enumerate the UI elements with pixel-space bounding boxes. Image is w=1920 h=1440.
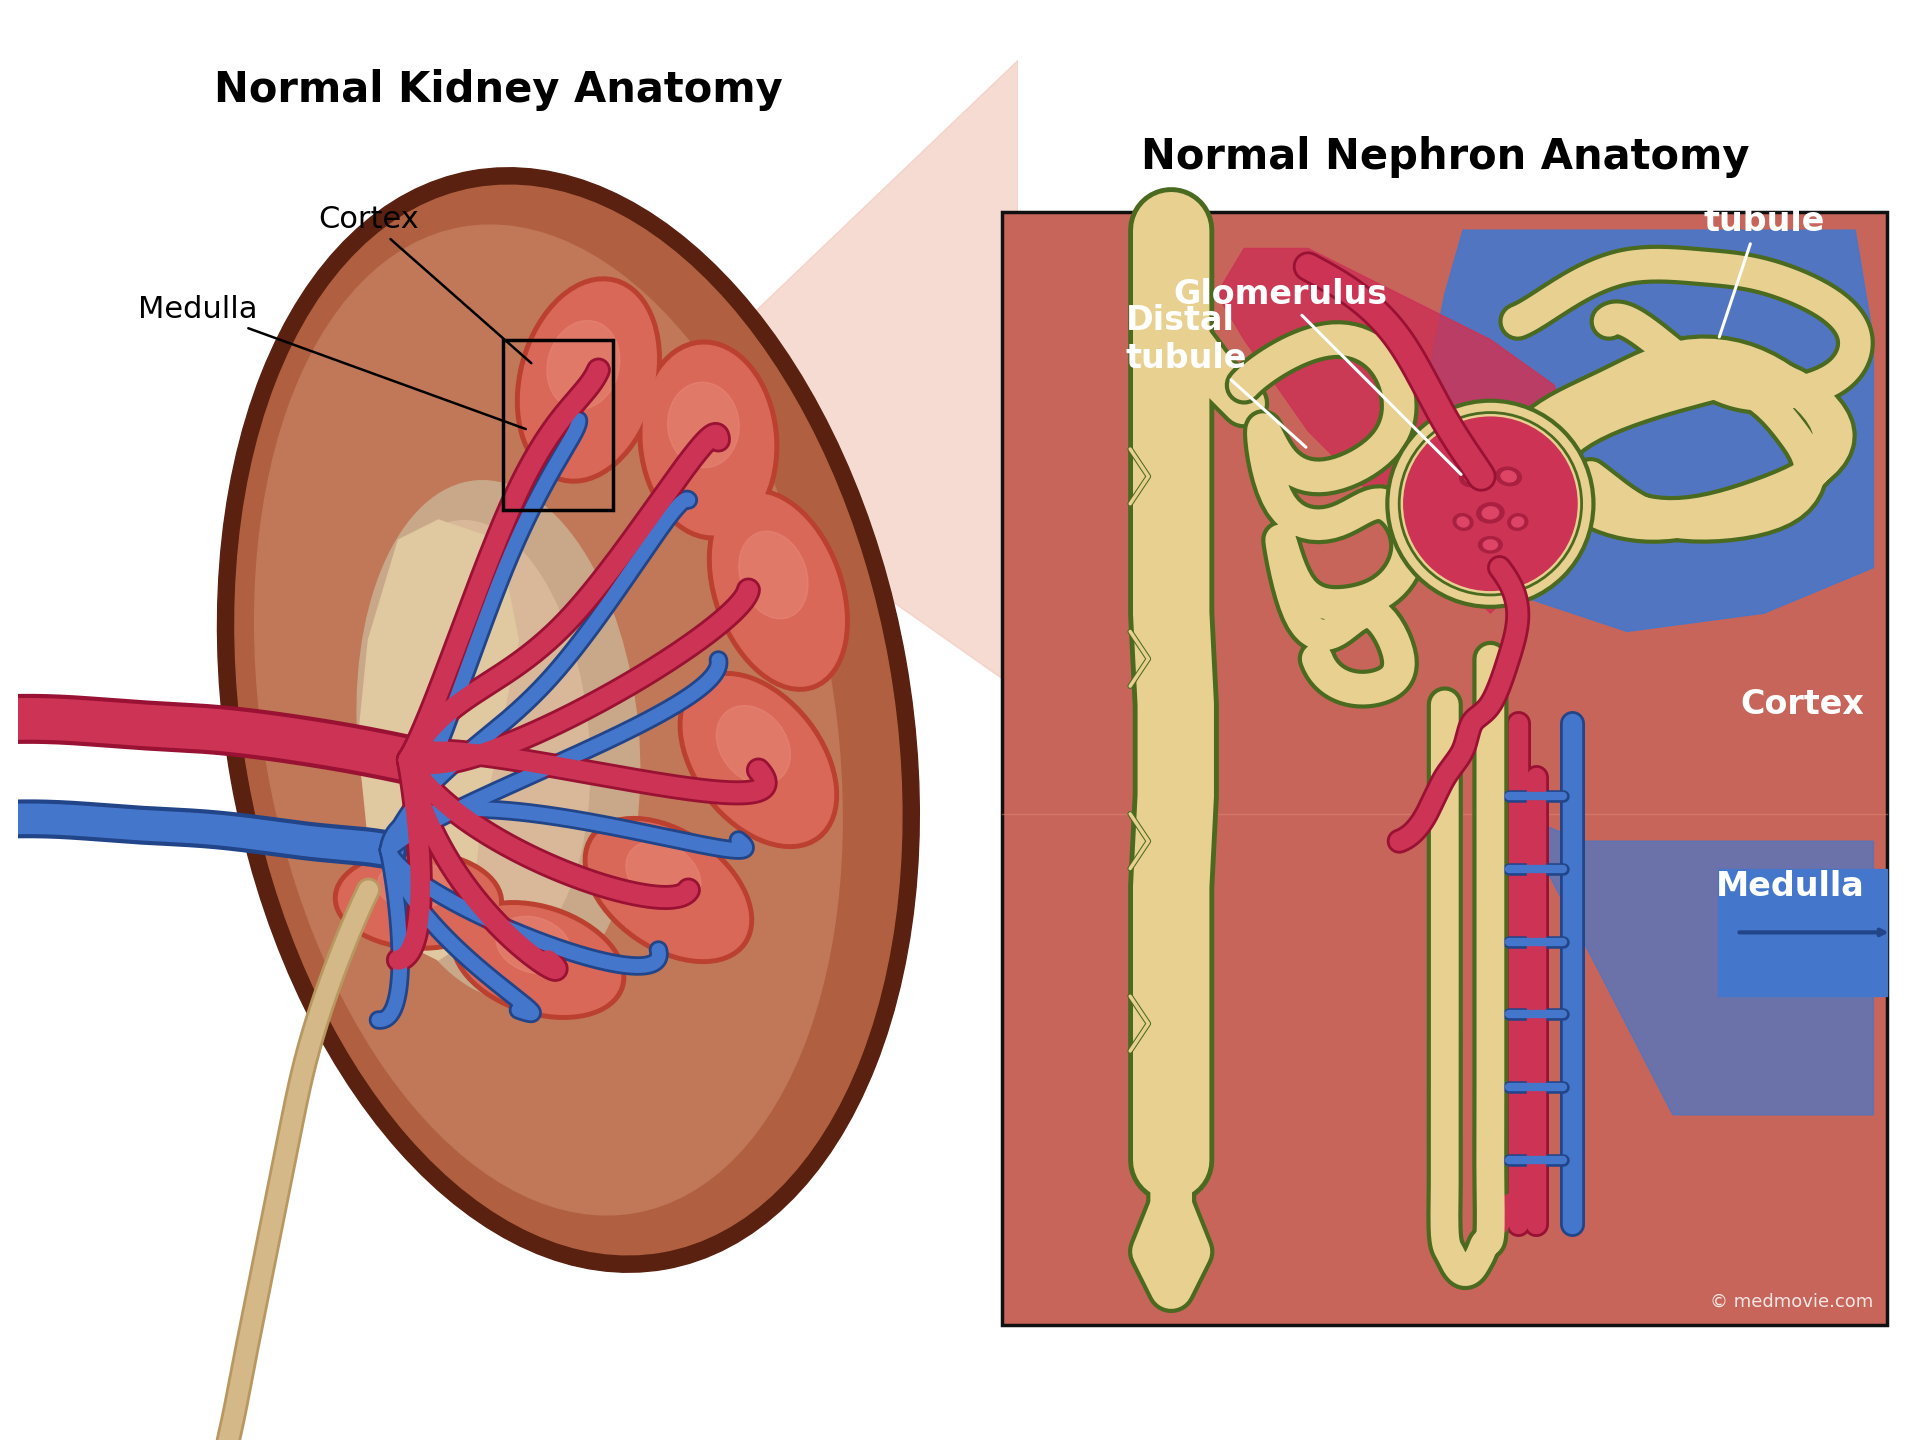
Ellipse shape	[1496, 467, 1521, 485]
Ellipse shape	[668, 382, 739, 468]
Ellipse shape	[217, 167, 920, 1273]
Ellipse shape	[1459, 467, 1484, 487]
Ellipse shape	[588, 821, 749, 959]
Ellipse shape	[255, 225, 843, 1215]
Ellipse shape	[643, 346, 774, 534]
Ellipse shape	[584, 816, 753, 963]
Circle shape	[1388, 400, 1594, 606]
Text: Normal Kidney Anatomy: Normal Kidney Anatomy	[213, 69, 783, 111]
Text: Proximal
tubule: Proximal tubule	[1682, 167, 1847, 337]
Text: Normal Nephron Anatomy: Normal Nephron Anatomy	[1140, 137, 1749, 179]
Ellipse shape	[451, 901, 626, 1020]
Ellipse shape	[1501, 471, 1517, 482]
FancyBboxPatch shape	[1002, 212, 1887, 1325]
Polygon shape	[359, 520, 518, 960]
Ellipse shape	[457, 906, 620, 1014]
Ellipse shape	[1465, 471, 1480, 482]
Ellipse shape	[234, 186, 902, 1254]
Ellipse shape	[684, 677, 833, 844]
Text: Cortex: Cortex	[1740, 688, 1864, 721]
Ellipse shape	[708, 488, 849, 691]
Ellipse shape	[1484, 540, 1498, 550]
Polygon shape	[1517, 814, 1874, 1115]
Ellipse shape	[357, 481, 639, 999]
Text: Medulla: Medulla	[138, 295, 526, 429]
Text: Medulla: Medulla	[1716, 870, 1864, 903]
Text: © medmovie.com: © medmovie.com	[1711, 1293, 1874, 1310]
FancyBboxPatch shape	[1718, 868, 1887, 996]
Ellipse shape	[626, 841, 701, 909]
Ellipse shape	[678, 671, 839, 848]
Ellipse shape	[367, 521, 589, 959]
Polygon shape	[1427, 230, 1874, 631]
Ellipse shape	[637, 340, 780, 540]
Ellipse shape	[520, 282, 657, 478]
Ellipse shape	[334, 850, 503, 950]
Ellipse shape	[739, 531, 808, 619]
Ellipse shape	[378, 860, 449, 910]
Polygon shape	[1217, 248, 1582, 613]
Ellipse shape	[516, 276, 660, 482]
Ellipse shape	[1482, 507, 1500, 518]
Ellipse shape	[1453, 514, 1473, 530]
Ellipse shape	[1457, 517, 1469, 527]
Ellipse shape	[712, 494, 845, 687]
Ellipse shape	[716, 706, 791, 785]
Text: Cortex: Cortex	[319, 206, 532, 363]
Ellipse shape	[547, 321, 620, 409]
Ellipse shape	[495, 916, 570, 973]
Ellipse shape	[1511, 517, 1524, 527]
Circle shape	[1404, 418, 1576, 590]
Ellipse shape	[1476, 503, 1503, 523]
Ellipse shape	[338, 855, 499, 945]
Ellipse shape	[1507, 514, 1528, 530]
Text: Distal
tubule: Distal tubule	[1125, 304, 1306, 448]
Polygon shape	[518, 60, 1018, 690]
Ellipse shape	[1478, 537, 1501, 553]
Text: Glomerulus: Glomerulus	[1173, 278, 1461, 474]
